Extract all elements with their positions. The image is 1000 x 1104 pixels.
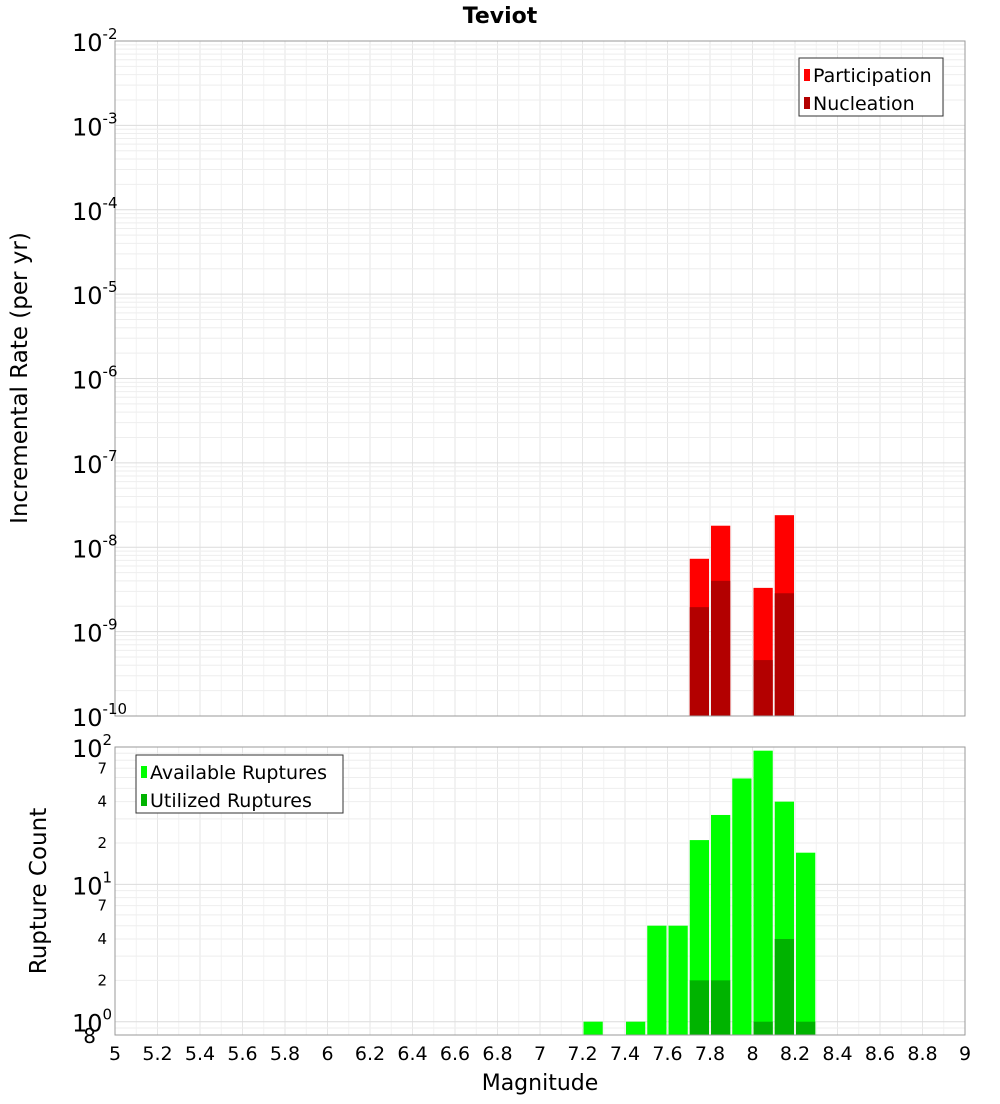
top-bars [689, 515, 794, 716]
x-tick-label: 8 [746, 1043, 758, 1065]
legend-swatch [804, 97, 810, 109]
top-plot-frame [114, 40, 966, 717]
y-minor-tick-label: 2 [97, 971, 107, 989]
available-ruptures-bar [583, 1021, 603, 1035]
x-tick-label: 5 [109, 1043, 121, 1065]
x-tick-label: 7.2 [567, 1043, 597, 1065]
y-minor-tick-label: 7 [97, 759, 107, 777]
x-tick-label: 8.6 [865, 1043, 895, 1065]
chart-title: Teviot [463, 4, 538, 29]
legend-swatch [141, 794, 147, 806]
y-tick-label: 10-6 [72, 363, 118, 395]
x-tick-label: 6.2 [355, 1043, 385, 1065]
legend-label: Participation [813, 65, 932, 87]
nucleation-bar [774, 593, 794, 716]
legend-swatch [141, 766, 147, 778]
y-tick-label: 10-4 [72, 194, 118, 226]
utilized-ruptures-bar [774, 939, 794, 1035]
legend-box [135, 754, 344, 814]
y-tick-label: 10-5 [72, 278, 118, 310]
utilized-ruptures-bar [711, 980, 731, 1035]
y-tick-label: 100 [72, 1006, 112, 1038]
y-tick-label: 10-9 [72, 616, 118, 648]
top-y-axis-label: Incremental Rate (per yr) [7, 232, 33, 524]
x-tick-label: 6.4 [397, 1043, 427, 1065]
x-tick-label: 5.6 [227, 1043, 257, 1065]
x-tick-labels: 5 5.2 5.4 5.6 5.8 6 6.2 6.4 6.6 6.8 7 7.2 7.4 7.6 7.8 8… [109, 1043, 971, 1065]
x-axis-label: Magnitude [482, 1071, 599, 1096]
y-minor-tick-label: 7 [97, 897, 107, 915]
y-tick-label: 10-2 [72, 25, 118, 57]
available-ruptures-bar [647, 925, 667, 1035]
y-minor-tick-label: 4 [97, 793, 107, 811]
y-minor-tick-label: 8 [83, 1024, 96, 1048]
x-tick-label: 6.8 [482, 1043, 512, 1065]
available-ruptures-bar [668, 925, 688, 1035]
y-tick-label: 10-3 [72, 109, 118, 141]
x-tick-label: 7.4 [610, 1043, 640, 1065]
nucleation-bar [711, 580, 731, 716]
x-tick-label: 5.2 [142, 1043, 172, 1065]
nucleation-bar [753, 660, 773, 716]
legend-label: Available Ruptures [150, 762, 327, 784]
available-ruptures-bar [753, 750, 773, 1035]
y-minor-tick-label: 2 [97, 834, 107, 852]
legend-label: Utilized Ruptures [150, 790, 312, 812]
available-ruptures-bar [711, 814, 731, 1035]
available-ruptures-bar [796, 852, 816, 1035]
x-tick-label: 8.4 [822, 1043, 852, 1065]
bottom-y-axis-label: Rupture Count [26, 808, 52, 974]
top-y-tick-labels: 10-10 10-9 10-8 10-7 10-6 10-5 10-4 10-3 10-2 [72, 25, 127, 732]
utilized-ruptures-bar [689, 980, 709, 1035]
available-ruptures-bar [626, 1021, 646, 1035]
bottom-plot-frame [114, 746, 966, 1036]
x-tick-label: 5.4 [185, 1043, 215, 1065]
y-tick-label: 101 [72, 868, 112, 900]
x-tick-label: 7.8 [695, 1043, 725, 1065]
y-tick-label: 102 [72, 731, 112, 763]
x-tick-label: 5.8 [270, 1043, 300, 1065]
bottom-legend: Available Ruptures Utilized Ruptures [135, 754, 344, 814]
bottom-y-tick-labels: 100 101 102 8 2 4 7 2 4 7 [72, 731, 112, 1048]
bottom-bars [583, 750, 816, 1035]
legend-label: Nucleation [813, 93, 915, 115]
x-tick-label: 8.8 [907, 1043, 937, 1065]
top-legend: Participation Nucleation [798, 57, 944, 117]
x-tick-label: 9 [959, 1043, 971, 1065]
utilized-ruptures-bar [753, 1021, 773, 1035]
x-tick-label: 7.6 [652, 1043, 682, 1065]
legend-swatch [804, 69, 810, 81]
utilized-ruptures-bar [796, 1021, 816, 1035]
x-tick-label: 6 [321, 1043, 333, 1065]
available-ruptures-bar [732, 778, 752, 1035]
y-tick-label: 10-10 [72, 700, 127, 732]
nucleation-bar [689, 607, 709, 716]
y-tick-label: 10-7 [72, 447, 118, 479]
top-plot-grid [114, 41, 966, 717]
x-tick-label: 6.6 [440, 1043, 470, 1065]
x-tick-label: 8.2 [780, 1043, 810, 1065]
y-tick-label: 10-8 [72, 531, 118, 563]
x-tick-label: 7 [534, 1043, 546, 1065]
y-minor-tick-label: 4 [97, 930, 107, 948]
legend-box [798, 57, 944, 117]
